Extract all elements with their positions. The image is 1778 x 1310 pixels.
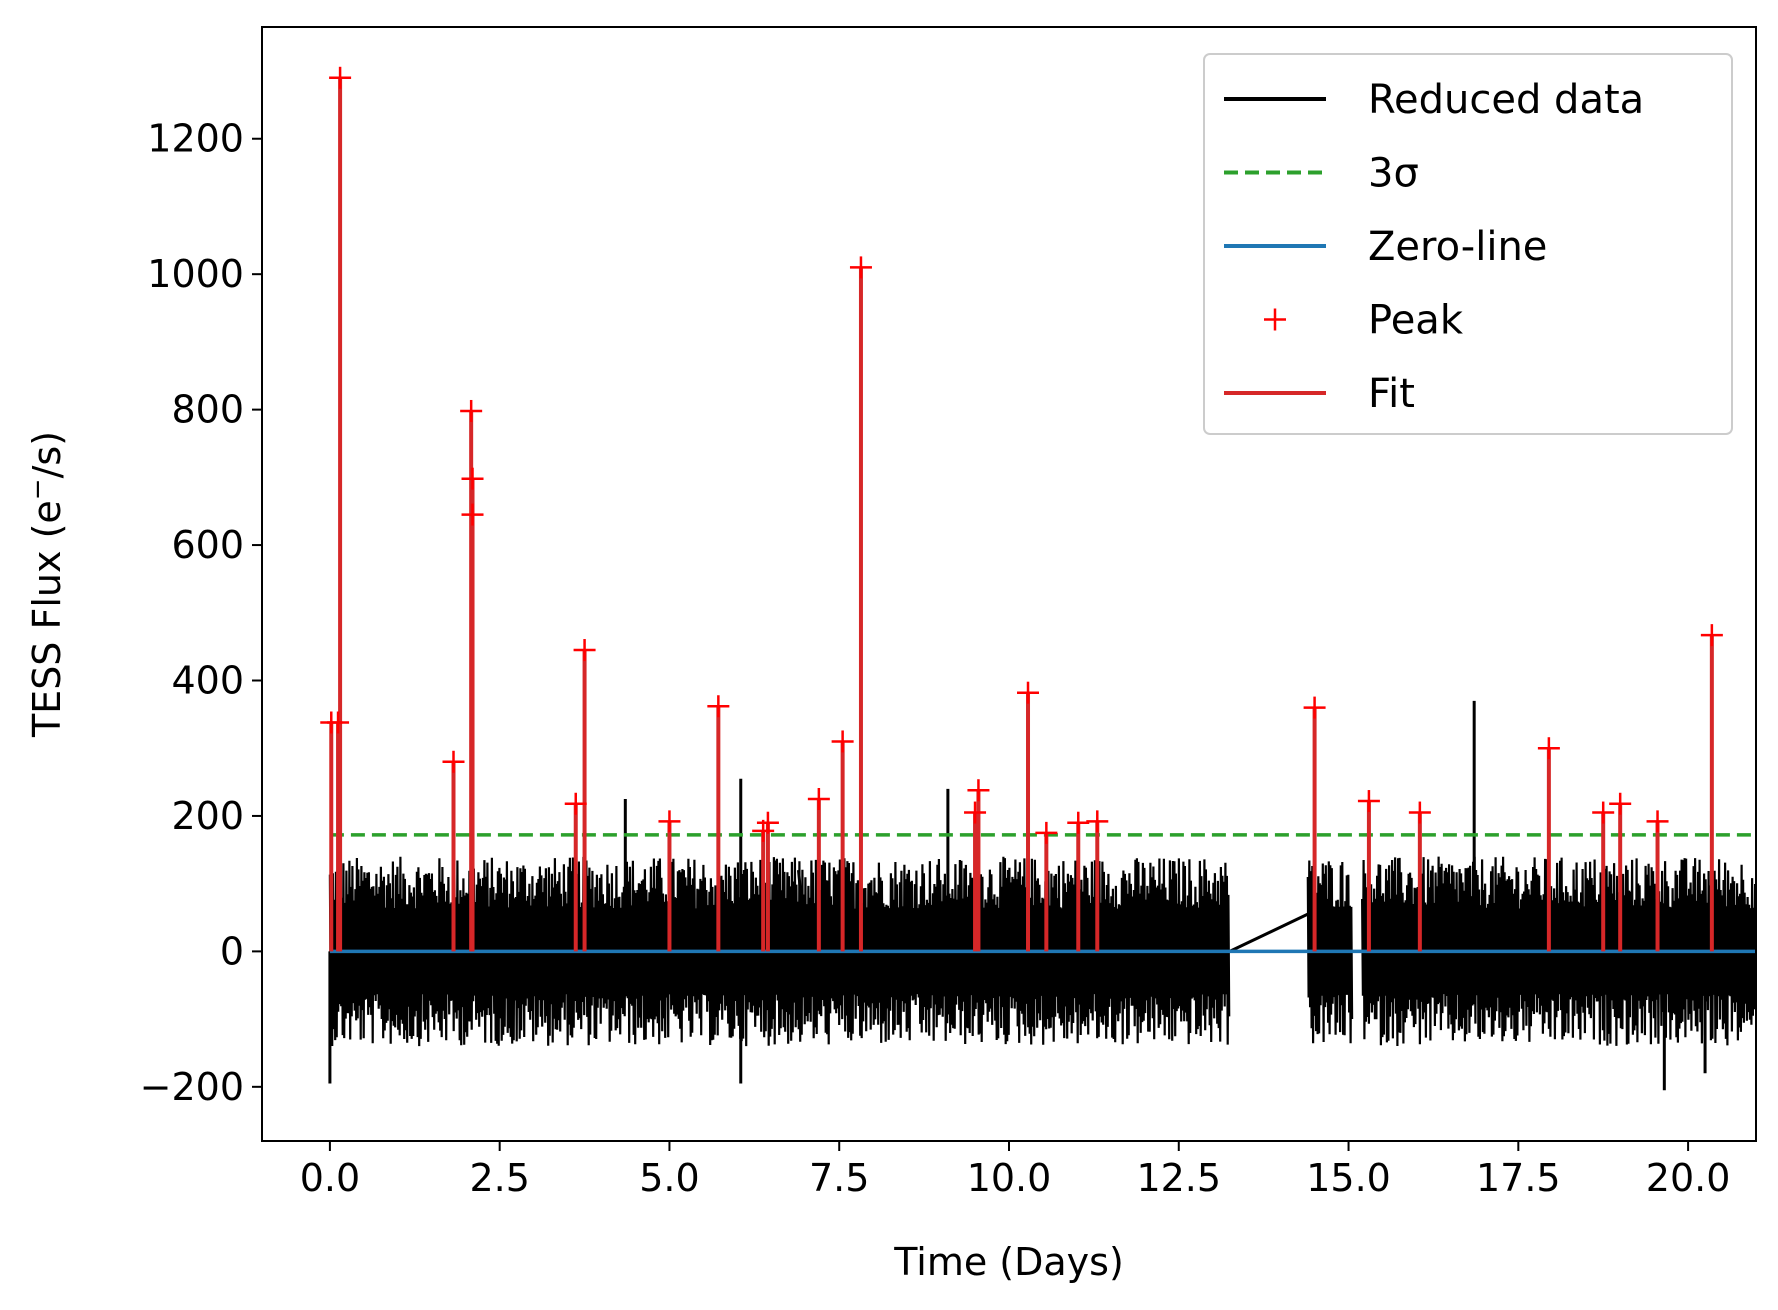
reduced-data-bridge-1 [796,869,811,979]
y-tick-label-0: −200 [140,1065,244,1109]
peak-marker-3 [442,750,465,773]
y-tick-label-2: 200 [171,794,244,838]
x-tick-label-1: 2.5 [469,1156,529,1200]
x-axis-label: Time (Days) [893,1240,1124,1284]
peak-marker-24 [1408,801,1431,824]
y-axis: −200 0 200 400 600 800 1000 1200 [140,117,262,1109]
reduced-data-segment-2 [1361,856,1756,1047]
peak-marker-9 [658,810,681,833]
y-axis-label-superscript: − [23,478,53,500]
peak-marker-29 [1700,624,1723,647]
y-axis-label-tail: /s) [25,431,69,478]
x-tick-label-6: 15.0 [1306,1156,1391,1200]
peak-marker-28 [1646,810,1669,833]
peak-marker-19 [1035,821,1058,844]
peak-marker-16 [964,801,987,824]
legend-entry-3: Peak [1264,298,1464,344]
peak-marker-22 [1303,696,1326,719]
y-tick-label-5: 800 [171,388,244,432]
peak-marker-7 [564,792,587,815]
peak-marker-15 [849,256,872,279]
x-tick-label-5: 12.5 [1136,1156,1221,1200]
peak-marker-4 [460,399,483,422]
peak-marker-27 [1609,792,1632,815]
legend-entry-4: Fit [1224,371,1415,417]
y-tick-label-4: 600 [171,523,244,567]
legend-label-4: Fit [1368,371,1415,417]
legend-entry-0: Reduced data [1224,77,1644,123]
peak-marker-2 [329,66,352,89]
peak-marker-21 [1086,810,1109,833]
y-axis-label-main: TESS Flux (e [25,500,69,738]
legend: Reduced data 3σ Zero-line Peak Fit [1203,53,1733,435]
peak-marker-6 [461,503,484,526]
x-tick-label-3: 7.5 [809,1156,869,1200]
peak-marker-8 [573,639,596,662]
legend-label-2: Zero-line [1368,224,1547,270]
y-tick-label-1: 0 [220,929,244,973]
legend-entry-1: 3σ [1224,151,1419,197]
x-tick-label-2: 5.0 [639,1156,699,1200]
peak-marker-10 [707,695,730,718]
x-axis: 0.0 2.5 5.0 7.5 10.0 12.5 15.0 17.5 20.0 [300,1141,1731,1200]
peak-marker-20 [1067,811,1090,834]
peak-marker-5 [461,467,484,490]
peak-marker-12 [756,811,779,834]
peak-marker-25 [1537,737,1560,760]
y-axis-label: TESS Flux (e−/s) [23,431,69,738]
legend-entry-2: Zero-line [1224,224,1547,270]
x-tick-label-7: 17.5 [1476,1156,1561,1200]
legend-label-1: 3σ [1368,151,1419,197]
plot-area [320,66,1756,1091]
y-tick-label-3: 400 [171,659,244,703]
x-tick-label-8: 20.0 [1646,1156,1731,1200]
legend-box [1203,53,1733,435]
x-tick-label-4: 10.0 [967,1156,1052,1200]
peak-marker-1 [327,711,350,734]
peak-marker-23 [1357,790,1380,813]
reduced-data-segment-0 [328,856,1231,1047]
x-tick-label-0: 0.0 [300,1156,360,1200]
y-tick-label-6: 1000 [147,252,244,296]
peak-marker-13 [807,788,830,811]
legend-label-0: Reduced data [1368,77,1644,123]
reduced-data-bridge-0 [1229,912,1309,953]
peak-marker-18 [1017,681,1040,704]
y-tick-label-7: 1200 [147,117,244,161]
peak-marker-14 [831,730,854,753]
legend-label-3: Peak [1368,298,1464,344]
peak-marker-26 [1592,801,1615,824]
peak-marker-17 [967,779,990,802]
